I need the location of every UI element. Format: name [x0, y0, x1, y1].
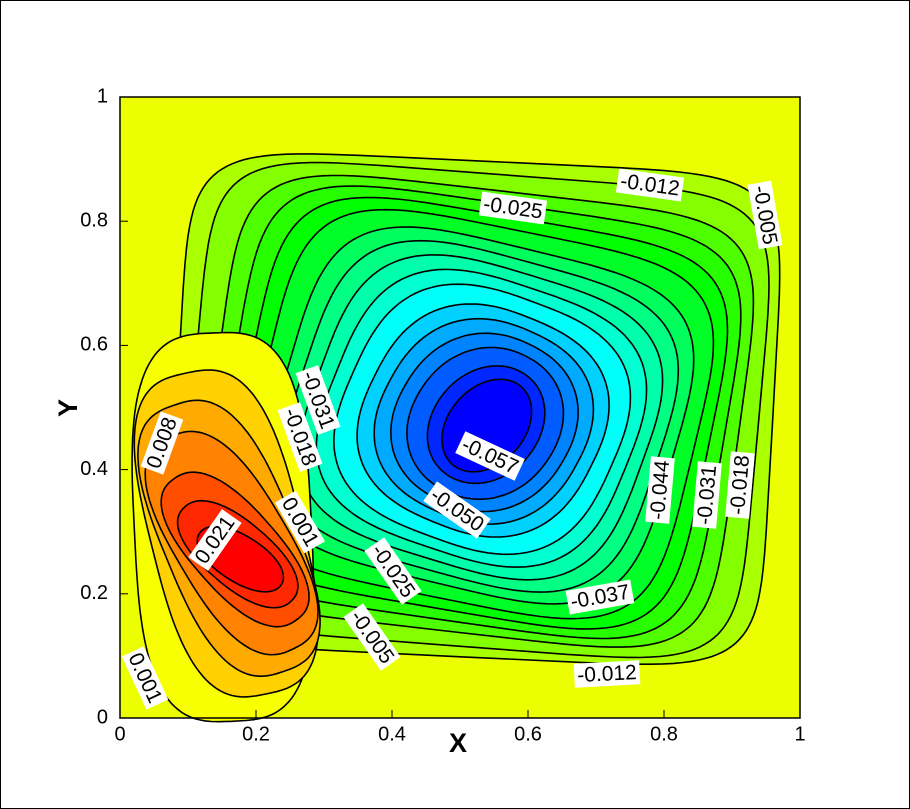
x-tick-label: 0.2 [242, 723, 270, 745]
y-tick-label: 0.2 [80, 582, 108, 604]
contour-label-bg [455, 431, 525, 481]
contour-label-group: -0.044 [645, 456, 675, 524]
contour-label-bg [478, 191, 548, 225]
y-tick-label: 0.8 [80, 209, 108, 231]
contour-label-group: -0.018 [725, 451, 755, 519]
y-tick-label: 1 [97, 85, 108, 107]
contour-label-bg [121, 646, 169, 710]
contour-label-bg [747, 180, 783, 250]
contour-label: -0.031 [693, 464, 721, 525]
y-tick-label: 0 [97, 706, 108, 728]
contour-label-bg [645, 456, 675, 524]
contour-label: -0.018 [726, 454, 754, 515]
x-tick-label: 0.6 [514, 723, 542, 745]
x-tick-label: 0 [114, 723, 125, 745]
contour-label-bg [692, 461, 722, 529]
y-tick-label: 0.6 [80, 334, 108, 356]
contour-label-bg [725, 451, 755, 519]
x-tick-label: 1 [794, 723, 805, 745]
contour-label-bg [615, 168, 685, 202]
y-tick-label: 0.4 [80, 458, 108, 480]
contour-label-bg [343, 603, 401, 671]
x-tick-label: 0.4 [378, 723, 406, 745]
contour-label: -0.012 [577, 661, 638, 687]
contour-label-bg [565, 579, 635, 615]
contour-label-bg [188, 509, 242, 571]
plot-border [119, 96, 801, 719]
contour-label-bg [573, 660, 641, 688]
contour-label-group: -0.012 [573, 660, 641, 688]
contour-label: -0.044 [646, 459, 674, 521]
contour-label-bg [277, 402, 323, 472]
contour-label-bg [423, 481, 491, 539]
contour-label-bg [274, 490, 326, 554]
y-axis-label: Y [53, 399, 83, 417]
x-tick-label: 0.8 [650, 723, 678, 745]
contour-label-group: -0.031 [692, 461, 722, 529]
x-axis-label: X [449, 728, 467, 758]
contour-label-bg [295, 365, 341, 435]
contour-label-bg [140, 411, 184, 475]
plot-area [120, 97, 800, 723]
contour-label-bg [364, 537, 422, 605]
